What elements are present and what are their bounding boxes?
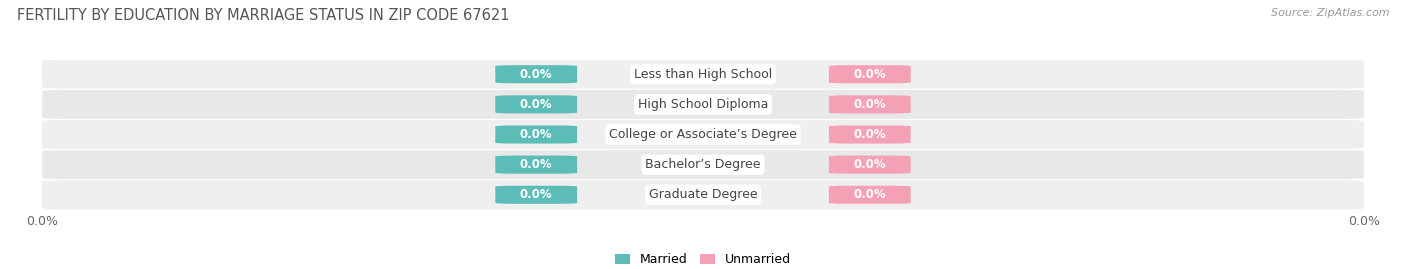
FancyBboxPatch shape xyxy=(42,90,1364,119)
Text: 0.0%: 0.0% xyxy=(520,68,553,81)
FancyBboxPatch shape xyxy=(830,65,911,83)
Text: 0.0%: 0.0% xyxy=(853,98,886,111)
Text: 0.0%: 0.0% xyxy=(853,128,886,141)
Text: 0.0%: 0.0% xyxy=(853,158,886,171)
Text: FERTILITY BY EDUCATION BY MARRIAGE STATUS IN ZIP CODE 67621: FERTILITY BY EDUCATION BY MARRIAGE STATU… xyxy=(17,8,509,23)
FancyBboxPatch shape xyxy=(495,155,576,174)
FancyBboxPatch shape xyxy=(830,155,911,174)
FancyBboxPatch shape xyxy=(42,180,1364,209)
FancyBboxPatch shape xyxy=(495,125,576,144)
Text: 0.0%: 0.0% xyxy=(520,188,553,201)
Text: Source: ZipAtlas.com: Source: ZipAtlas.com xyxy=(1271,8,1389,18)
FancyBboxPatch shape xyxy=(495,65,576,83)
Text: 0.0%: 0.0% xyxy=(520,128,553,141)
Legend: Married, Unmarried: Married, Unmarried xyxy=(610,248,796,269)
Text: 0.0%: 0.0% xyxy=(853,188,886,201)
Text: Graduate Degree: Graduate Degree xyxy=(648,188,758,201)
Text: 0.0%: 0.0% xyxy=(520,98,553,111)
Text: 0.0%: 0.0% xyxy=(520,158,553,171)
Text: 0.0%: 0.0% xyxy=(853,68,886,81)
Text: College or Associate’s Degree: College or Associate’s Degree xyxy=(609,128,797,141)
FancyBboxPatch shape xyxy=(495,186,576,204)
FancyBboxPatch shape xyxy=(830,186,911,204)
FancyBboxPatch shape xyxy=(42,60,1364,89)
FancyBboxPatch shape xyxy=(830,125,911,144)
FancyBboxPatch shape xyxy=(42,150,1364,179)
FancyBboxPatch shape xyxy=(830,95,911,114)
FancyBboxPatch shape xyxy=(42,120,1364,149)
FancyBboxPatch shape xyxy=(495,95,576,114)
Text: High School Diploma: High School Diploma xyxy=(638,98,768,111)
Text: Bachelor’s Degree: Bachelor’s Degree xyxy=(645,158,761,171)
Text: Less than High School: Less than High School xyxy=(634,68,772,81)
